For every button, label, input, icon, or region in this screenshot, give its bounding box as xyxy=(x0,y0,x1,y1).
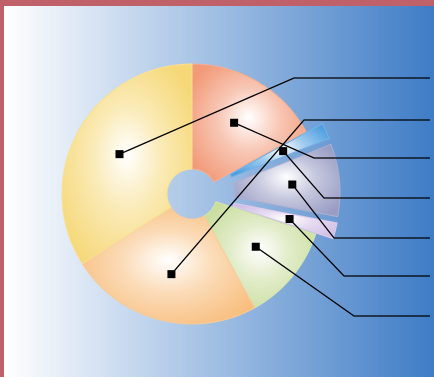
leader-marker-4 xyxy=(285,215,294,224)
pie-slice-3 xyxy=(232,143,341,218)
slices-group xyxy=(61,63,341,325)
leader-marker-1 xyxy=(230,118,239,127)
leader-line-6 xyxy=(170,119,430,275)
leader-line-7 xyxy=(119,77,430,155)
pie-slice-5 xyxy=(203,201,317,309)
leader-marker-7 xyxy=(115,150,124,159)
leader-line-2 xyxy=(282,150,430,199)
pie-chart xyxy=(61,63,430,325)
chart-frame xyxy=(4,6,434,377)
leader-lines-group xyxy=(115,77,430,317)
leader-marker-5 xyxy=(251,242,260,251)
pie-slice-1 xyxy=(191,63,307,183)
leader-line-4 xyxy=(289,218,430,277)
pie-slice-4 xyxy=(232,202,338,240)
pie-slice-7 xyxy=(61,63,193,265)
leader-line-5 xyxy=(255,246,430,317)
leader-marker-3 xyxy=(288,180,297,189)
leader-marker-6 xyxy=(167,270,176,279)
leader-line-1 xyxy=(233,122,430,159)
leader-line-3 xyxy=(291,184,430,239)
leader-marker-2 xyxy=(279,147,288,156)
